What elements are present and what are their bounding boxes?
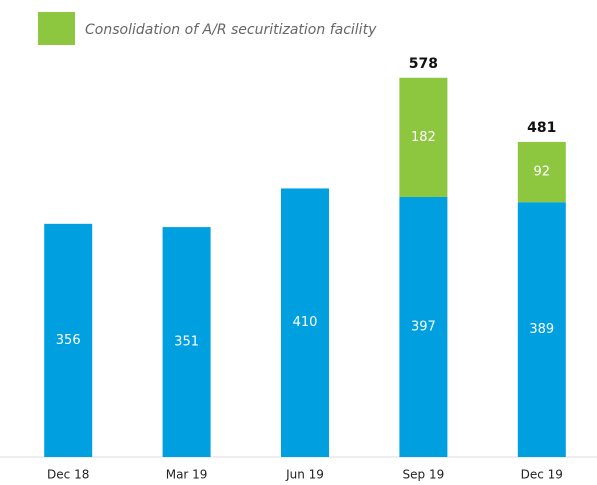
data-label: 92 xyxy=(534,165,551,180)
bar-segment xyxy=(399,77,448,197)
bar-segment xyxy=(517,141,566,203)
x-tick-label: Sep 19 xyxy=(403,468,445,482)
data-label: 182 xyxy=(411,130,436,145)
bar-segment xyxy=(44,223,93,457)
bar-segment xyxy=(517,202,566,457)
bar-segment xyxy=(281,188,329,457)
data-label: 410 xyxy=(293,315,318,330)
x-tick-label: Dec 19 xyxy=(521,468,563,482)
total-label: 481 xyxy=(527,120,556,136)
data-label: 356 xyxy=(56,333,81,348)
x-tick-label: Jun 19 xyxy=(285,468,324,482)
bar-segment xyxy=(399,196,448,457)
bar-segment xyxy=(162,227,211,457)
x-tick-label: Mar 19 xyxy=(166,468,208,482)
total-label: 578 xyxy=(409,56,438,72)
data-label: 397 xyxy=(411,319,436,334)
data-label: 389 xyxy=(529,322,554,337)
data-label: 351 xyxy=(174,335,199,350)
legend-swatch xyxy=(38,12,75,45)
x-tick-label: Dec 18 xyxy=(47,468,89,482)
legend-label: Consolidation of A/R securitization faci… xyxy=(85,22,377,38)
